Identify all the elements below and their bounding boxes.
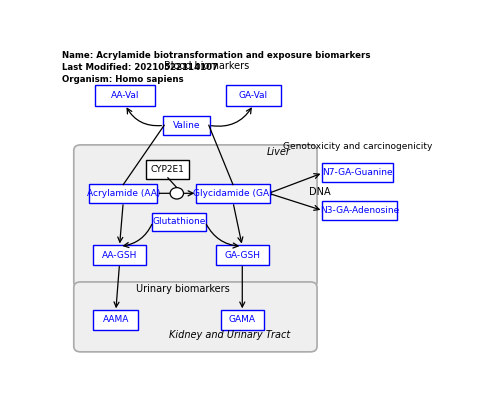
- FancyBboxPatch shape: [74, 282, 317, 352]
- Text: DNA: DNA: [309, 187, 331, 197]
- FancyBboxPatch shape: [93, 245, 146, 265]
- Text: GA-GSH: GA-GSH: [224, 251, 260, 259]
- Text: Organism: Homo sapiens: Organism: Homo sapiens: [62, 75, 183, 84]
- Text: Acrylamide (AA): Acrylamide (AA): [86, 189, 160, 198]
- Text: AA-Val: AA-Val: [111, 91, 139, 100]
- FancyBboxPatch shape: [152, 212, 206, 231]
- Text: Genotoxicity and carcinogenicity: Genotoxicity and carcinogenicity: [283, 142, 432, 150]
- FancyBboxPatch shape: [93, 310, 138, 330]
- FancyBboxPatch shape: [196, 184, 270, 203]
- Text: AA-GSH: AA-GSH: [102, 251, 137, 259]
- Text: Kidney and Urinary Tract: Kidney and Urinary Tract: [169, 330, 290, 340]
- FancyBboxPatch shape: [322, 163, 393, 182]
- FancyBboxPatch shape: [216, 245, 268, 265]
- Text: AAMA: AAMA: [103, 315, 129, 324]
- Text: N7-GA-Guanine: N7-GA-Guanine: [322, 168, 393, 177]
- FancyBboxPatch shape: [163, 115, 210, 135]
- FancyBboxPatch shape: [74, 145, 317, 288]
- FancyBboxPatch shape: [322, 201, 397, 220]
- Circle shape: [170, 187, 183, 199]
- Text: GA-Val: GA-Val: [239, 91, 268, 100]
- Text: CYP2E1: CYP2E1: [151, 165, 185, 174]
- Text: Valine: Valine: [173, 121, 200, 130]
- Text: Glycidamide (GA): Glycidamide (GA): [193, 189, 273, 198]
- Text: Liver: Liver: [267, 147, 290, 157]
- Text: Urinary biomarkers: Urinary biomarkers: [136, 284, 229, 293]
- Text: N3-GA-Adenosine: N3-GA-Adenosine: [320, 206, 399, 215]
- Text: Blood biomarkers: Blood biomarkers: [164, 62, 250, 72]
- Text: Glutathione: Glutathione: [152, 217, 206, 226]
- FancyBboxPatch shape: [226, 85, 281, 106]
- FancyBboxPatch shape: [95, 85, 155, 106]
- Text: Last Modified: 20210522114107: Last Modified: 20210522114107: [62, 63, 218, 72]
- Text: Name: Acrylamide biotransformation and exposure biomarkers: Name: Acrylamide biotransformation and e…: [62, 51, 371, 60]
- FancyBboxPatch shape: [146, 160, 190, 179]
- Text: GAMA: GAMA: [229, 315, 256, 324]
- FancyBboxPatch shape: [89, 184, 157, 203]
- FancyBboxPatch shape: [221, 310, 264, 330]
